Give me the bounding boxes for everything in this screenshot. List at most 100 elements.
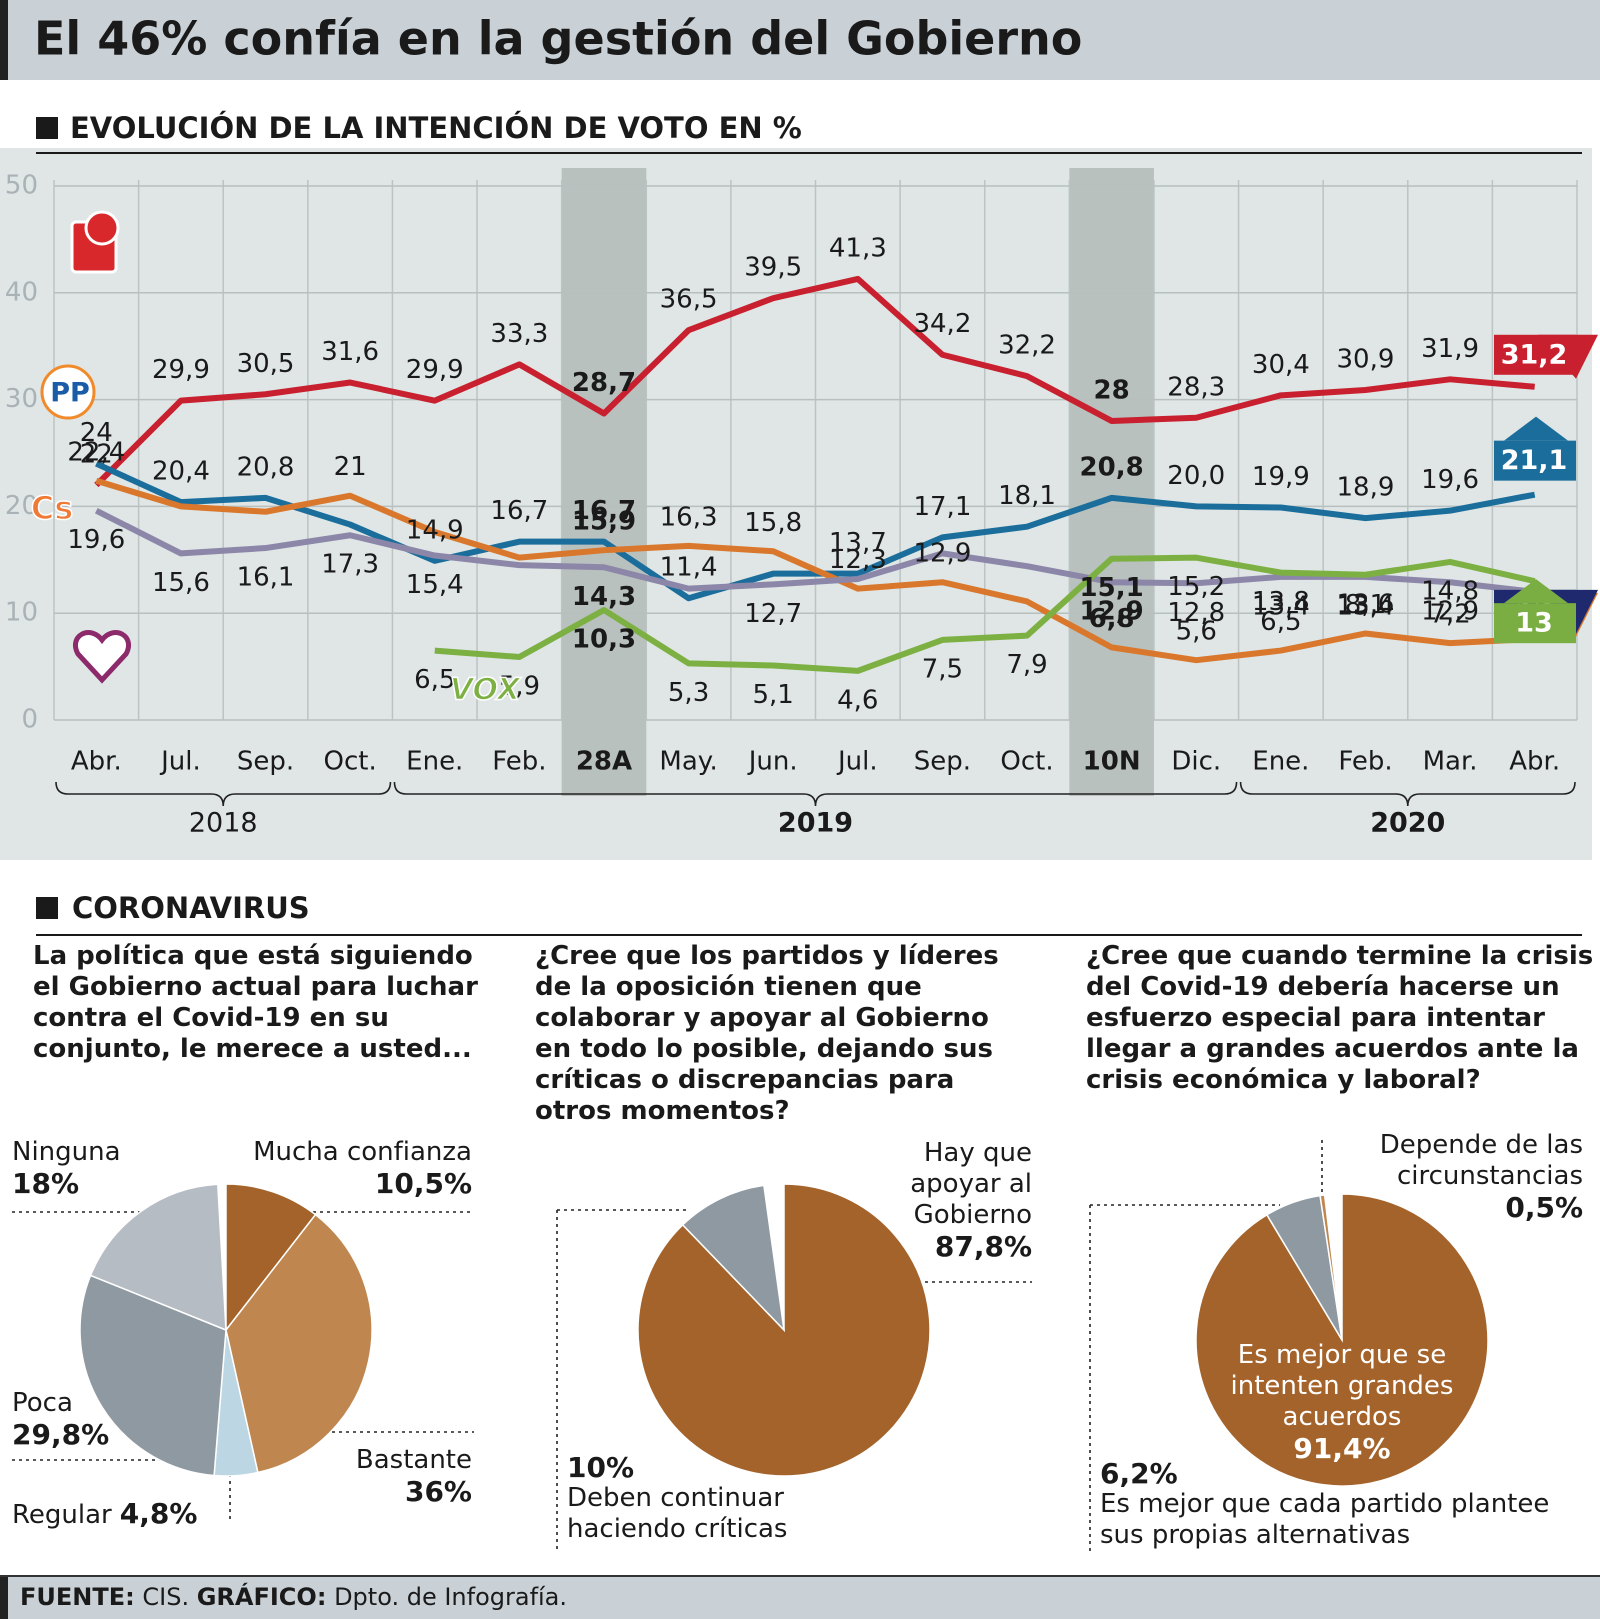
pie-question: ¿Cree que los partidos y líderes de la o… bbox=[535, 941, 999, 1126]
pie-question: ¿Cree que cuando termine la crisis del C… bbox=[1086, 941, 1594, 1095]
data-label: 4,6 bbox=[837, 685, 878, 715]
data-label: 16,7 bbox=[490, 496, 548, 526]
data-label: 13,4 bbox=[1337, 591, 1395, 621]
pie-slice bbox=[225, 1213, 373, 1474]
end-label-arrow bbox=[1504, 579, 1568, 604]
data-label: 31,9 bbox=[1421, 334, 1479, 364]
data-label: 17,1 bbox=[913, 492, 971, 522]
data-label: 33,3 bbox=[490, 319, 548, 349]
data-label: 5,1 bbox=[753, 680, 794, 710]
data-label: 16,1 bbox=[237, 563, 295, 593]
slice-name: Mucha confianza bbox=[253, 1137, 472, 1167]
data-label: 15,4 bbox=[406, 570, 464, 600]
x-tick-label: Ene. bbox=[406, 747, 463, 777]
y-tick-label: 0 bbox=[21, 705, 38, 735]
slice-name: Poca bbox=[12, 1388, 73, 1418]
data-label: 15,1 bbox=[1080, 573, 1144, 603]
series-line bbox=[94, 507, 1536, 595]
slice-name: Deben continuar haciendo críticas bbox=[567, 1483, 788, 1544]
end-label-arrow bbox=[1538, 334, 1598, 379]
x-tick-label: Jul. bbox=[159, 747, 201, 777]
data-label: 6,5 bbox=[1260, 607, 1301, 637]
x-tick-label: Jun. bbox=[747, 747, 798, 777]
x-tick-label: Sep. bbox=[914, 747, 971, 777]
x-tick-label: 28A bbox=[576, 747, 632, 777]
section-marker bbox=[36, 117, 58, 139]
slice-value: 36% bbox=[404, 1475, 472, 1508]
end-label: 31,2 bbox=[1501, 339, 1568, 370]
x-tick-label: Mar. bbox=[1423, 747, 1478, 777]
slice-label: Regular 4,8% bbox=[12, 1498, 197, 1531]
x-tick-label: Feb. bbox=[1338, 747, 1392, 777]
logo-shape bbox=[40, 364, 96, 420]
year-label: 2019 bbox=[778, 808, 853, 839]
data-label: 12,3 bbox=[829, 545, 887, 575]
slice-label: Bastante 36% bbox=[222, 1445, 472, 1507]
data-label: 7,2 bbox=[1429, 600, 1470, 630]
data-label: 5,6 bbox=[1176, 617, 1217, 647]
data-label: 11,4 bbox=[660, 553, 718, 583]
data-label: 28,3 bbox=[1167, 372, 1225, 402]
data-label: 13,8 bbox=[1252, 587, 1310, 617]
x-tick-label: Ene. bbox=[1252, 747, 1309, 777]
data-label: 14,3 bbox=[572, 582, 636, 612]
data-label: 32,2 bbox=[998, 331, 1056, 361]
end-label-box bbox=[1494, 440, 1576, 481]
y-tick-label: 30 bbox=[5, 384, 38, 414]
data-label: 36,5 bbox=[660, 285, 718, 315]
data-label: 12,9 bbox=[1421, 597, 1479, 627]
series-line bbox=[95, 477, 1535, 664]
data-label: 15,8 bbox=[744, 508, 802, 538]
x-tick-label: Feb. bbox=[492, 747, 546, 777]
data-label: 16,3 bbox=[660, 502, 718, 532]
slice-value: 6,2% bbox=[1100, 1457, 1178, 1490]
data-label: 5,9 bbox=[499, 671, 540, 701]
highlight-band bbox=[561, 168, 647, 796]
data-label: 13,4 bbox=[1252, 591, 1310, 621]
data-label: 30,9 bbox=[1337, 344, 1395, 374]
data-label: 20,8 bbox=[1080, 452, 1144, 482]
data-label: 7,5 bbox=[922, 654, 963, 684]
year-brace bbox=[55, 781, 392, 807]
logo-shape bbox=[73, 630, 131, 684]
pie-slice bbox=[1319, 1194, 1343, 1341]
data-label: 12,8 bbox=[1167, 598, 1225, 628]
slice-name: Bastante bbox=[355, 1445, 472, 1475]
footer-bar bbox=[0, 1575, 1600, 1619]
pie-slice bbox=[681, 1184, 786, 1333]
data-label: 21 bbox=[334, 452, 367, 482]
source: CIS. bbox=[142, 1583, 190, 1611]
slice-label: 10% Deben continuar haciendo críticas bbox=[567, 1452, 847, 1545]
data-label: 22,4 bbox=[67, 437, 125, 467]
year-brace bbox=[1239, 781, 1576, 807]
chart-title: EVOLUCIÓN DE LA INTENCIÓN DE VOTO EN % bbox=[70, 111, 802, 145]
data-label: 30,4 bbox=[1252, 350, 1310, 380]
data-label: 12,9 bbox=[913, 539, 971, 569]
slice-name: Regular bbox=[12, 1500, 112, 1530]
x-tick-label: May. bbox=[659, 747, 717, 777]
data-label: 20,8 bbox=[237, 452, 295, 482]
slice-value: 10,5% bbox=[374, 1167, 472, 1200]
data-label: 7,9 bbox=[1006, 650, 1047, 680]
party-name: Cs bbox=[31, 489, 74, 527]
slice-value: 4,8% bbox=[119, 1497, 198, 1530]
year-label: 2018 bbox=[189, 808, 258, 839]
data-label: 16,7 bbox=[572, 496, 636, 526]
data-label: 19,6 bbox=[1421, 465, 1479, 495]
data-label: 39,5 bbox=[744, 253, 802, 283]
data-label: 12,7 bbox=[744, 599, 802, 629]
page-title: El 46% confía en la gestión del Gobierno bbox=[34, 12, 1082, 66]
header-bar bbox=[0, 0, 1600, 80]
data-label: 18,9 bbox=[1337, 473, 1395, 503]
data-label: 5,3 bbox=[668, 678, 709, 708]
data-label: 41,3 bbox=[829, 233, 887, 263]
data-label: 34,2 bbox=[913, 309, 971, 339]
data-label: 6,8 bbox=[1089, 604, 1135, 634]
slice-name: Es mejor que cada partido plantee sus pr… bbox=[1100, 1489, 1550, 1550]
party-logo bbox=[70, 210, 120, 274]
data-label: 20,0 bbox=[1167, 461, 1225, 491]
x-tick-label: Dic. bbox=[1171, 747, 1221, 777]
x-tick-label: Abr. bbox=[1509, 747, 1560, 777]
